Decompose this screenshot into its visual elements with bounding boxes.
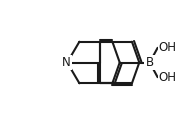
Text: N: N [62, 56, 70, 69]
Text: B: B [146, 56, 154, 69]
Text: OH: OH [159, 41, 177, 54]
Text: OH: OH [159, 71, 177, 84]
